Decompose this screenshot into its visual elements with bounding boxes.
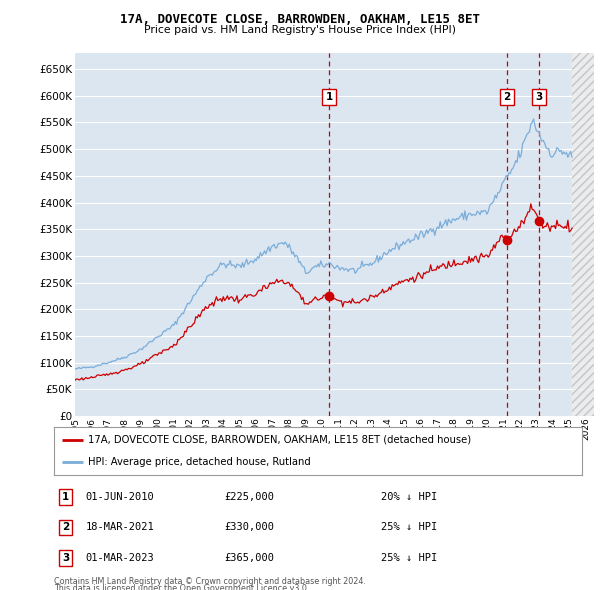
Text: 2: 2 xyxy=(503,91,511,101)
Text: 18-MAR-2021: 18-MAR-2021 xyxy=(86,523,154,532)
Text: £225,000: £225,000 xyxy=(224,492,274,502)
Text: 25% ↓ HPI: 25% ↓ HPI xyxy=(382,553,437,563)
Text: 25% ↓ HPI: 25% ↓ HPI xyxy=(382,523,437,532)
Bar xyxy=(572,53,594,416)
Text: 2: 2 xyxy=(62,523,69,532)
Text: Contains HM Land Registry data © Crown copyright and database right 2024.: Contains HM Land Registry data © Crown c… xyxy=(54,577,366,586)
Text: 3: 3 xyxy=(62,553,69,563)
Text: 20% ↓ HPI: 20% ↓ HPI xyxy=(382,492,437,502)
Text: HPI: Average price, detached house, Rutland: HPI: Average price, detached house, Rutl… xyxy=(88,457,311,467)
Text: This data is licensed under the Open Government Licence v3.0.: This data is licensed under the Open Gov… xyxy=(54,584,310,590)
Text: 3: 3 xyxy=(536,91,543,101)
Text: Price paid vs. HM Land Registry's House Price Index (HPI): Price paid vs. HM Land Registry's House … xyxy=(144,25,456,35)
Text: 17A, DOVECOTE CLOSE, BARROWDEN, OAKHAM, LE15 8ET: 17A, DOVECOTE CLOSE, BARROWDEN, OAKHAM, … xyxy=(120,13,480,26)
Text: £365,000: £365,000 xyxy=(224,553,274,563)
Text: 01-JUN-2010: 01-JUN-2010 xyxy=(86,492,154,502)
Text: 1: 1 xyxy=(325,91,332,101)
Text: 1: 1 xyxy=(62,492,69,502)
Text: 01-MAR-2023: 01-MAR-2023 xyxy=(86,553,154,563)
Text: £330,000: £330,000 xyxy=(224,523,274,532)
Text: 17A, DOVECOTE CLOSE, BARROWDEN, OAKHAM, LE15 8ET (detached house): 17A, DOVECOTE CLOSE, BARROWDEN, OAKHAM, … xyxy=(88,435,472,445)
